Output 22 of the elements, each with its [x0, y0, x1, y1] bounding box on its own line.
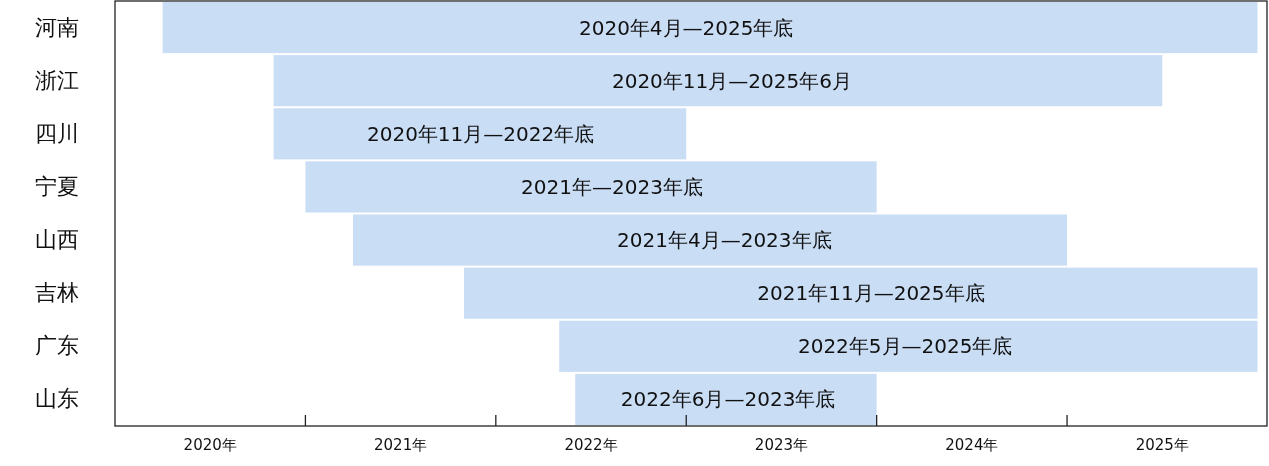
annotation: 2022年6月—2023年底 [620, 387, 836, 412]
y-tick-label: 山东 [35, 386, 79, 412]
y-tick-label: 吉林 [35, 280, 79, 306]
x-tick-label: 2023年 [754, 436, 809, 454]
y-tick-label: 河南 [35, 14, 79, 40]
x-tick-label: 2021年 [374, 436, 428, 454]
y-tick-label: 宁夏 [35, 173, 79, 199]
annotation: 2021年4月—2023年底 [617, 228, 832, 253]
y-tick-label: 四川 [35, 120, 79, 146]
y-tick-label: 广东 [35, 333, 79, 359]
y-tick-label: 山西 [35, 227, 79, 253]
x-tick-label: 2025年 [1135, 436, 1189, 454]
annotation: 2020年11月—2025年6月 [611, 68, 852, 93]
x-tick-label: 2024年 [945, 436, 999, 454]
annotation: 2020年4月—2025年底 [578, 15, 794, 40]
annotation: 2021年—2023年底 [521, 174, 703, 199]
annotation: 2021年11月—2025年底 [757, 281, 985, 306]
x-tick-label: 2020年 [183, 436, 237, 454]
x-tick-label: 2022年 [564, 436, 618, 454]
annotation: 2020年11月—2022年底 [366, 121, 595, 146]
y-tick-label: 浙江 [35, 67, 79, 93]
annotation: 2022年5月—2025年底 [797, 334, 1013, 359]
